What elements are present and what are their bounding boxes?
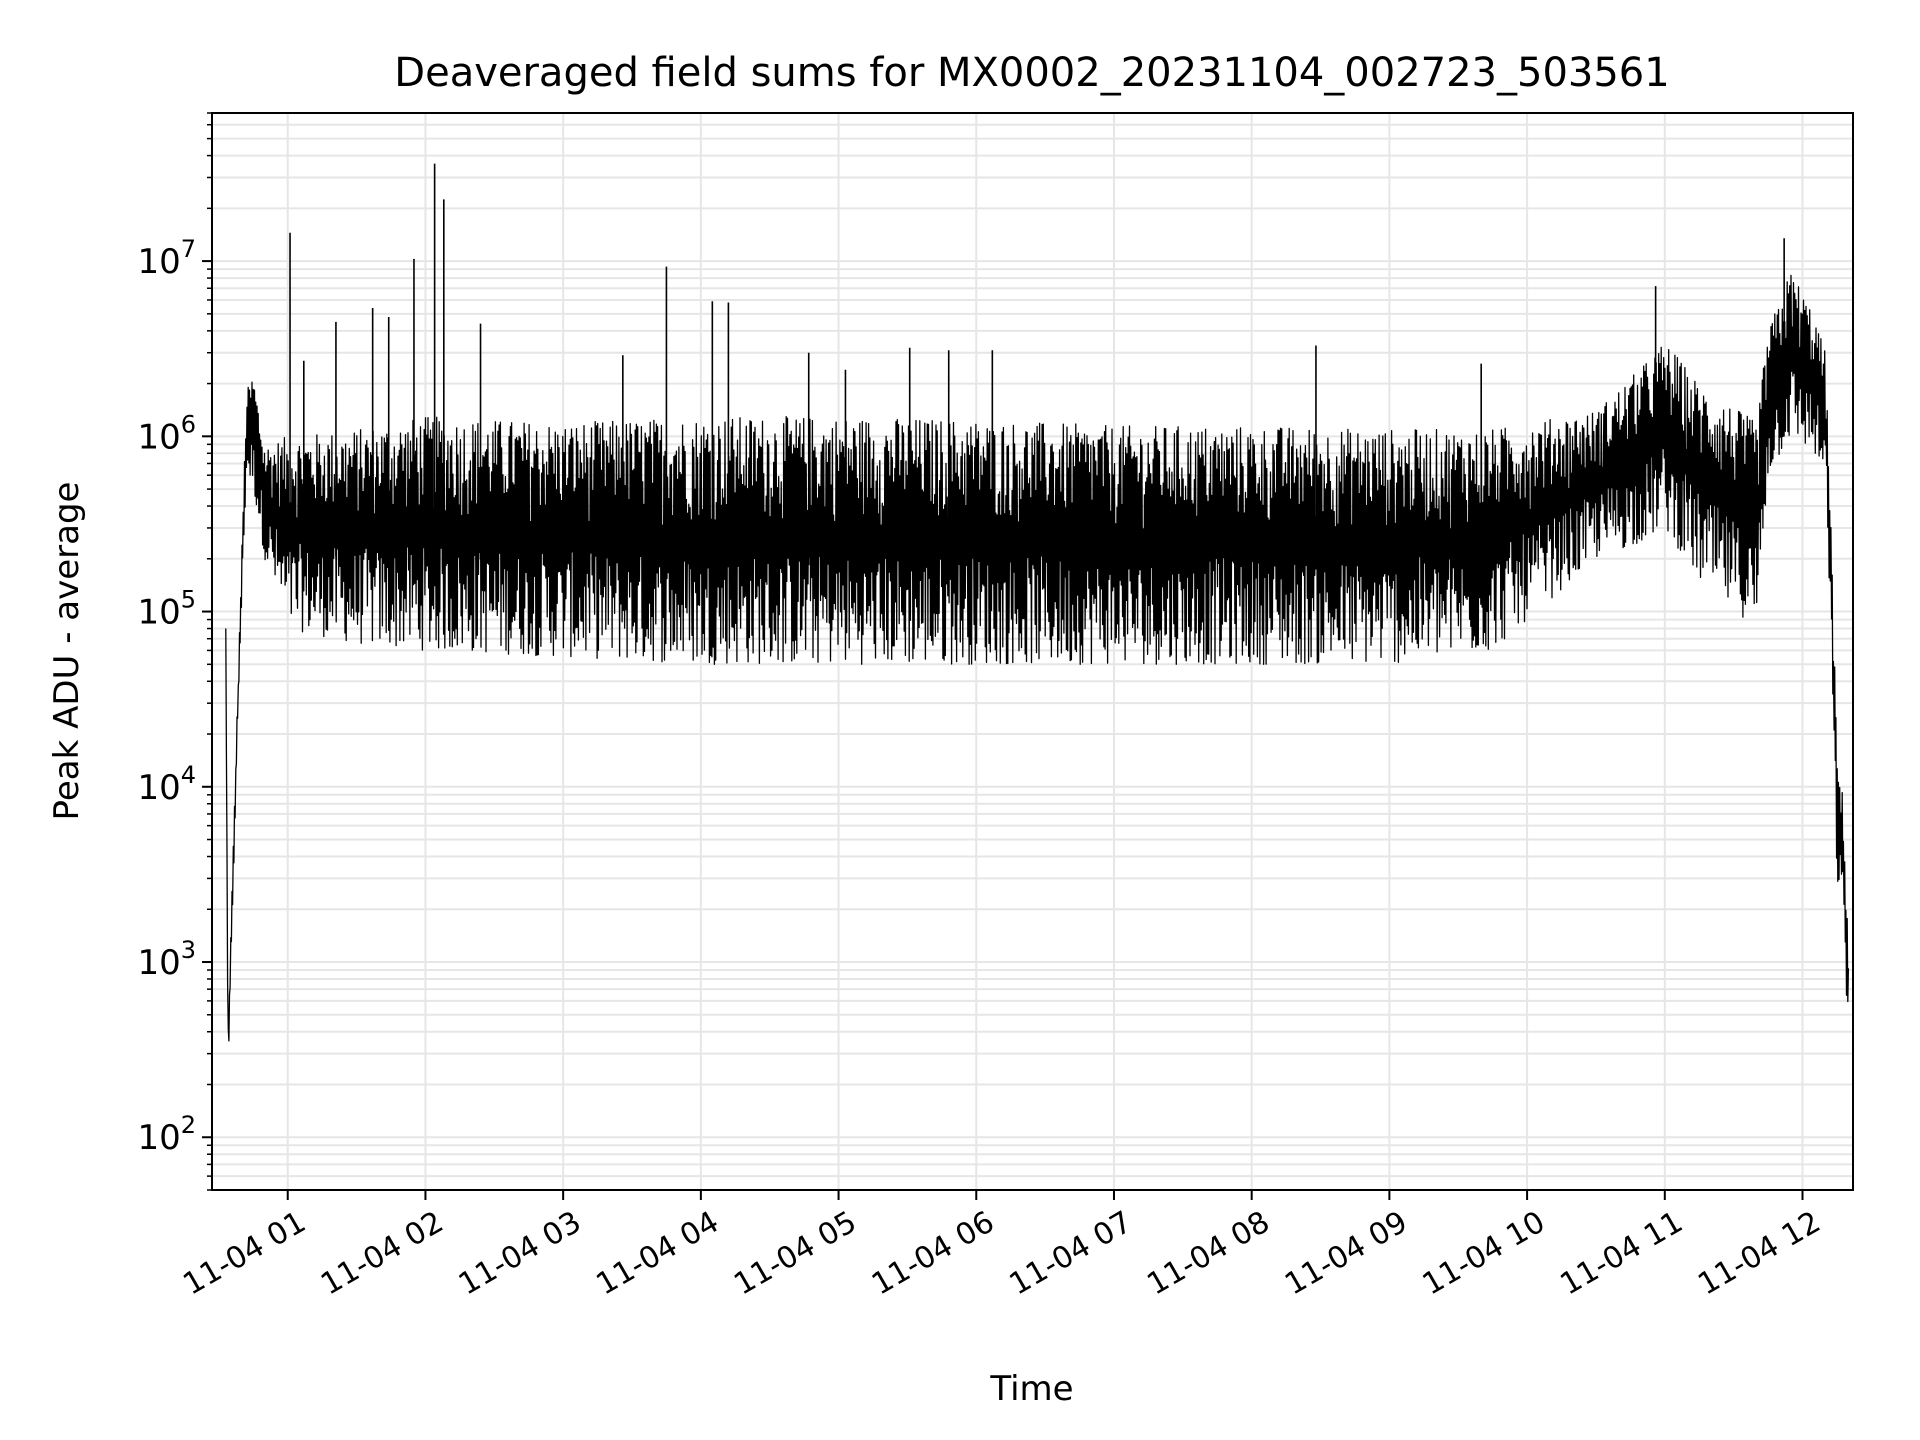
y-tick-label: 102 xyxy=(137,1111,196,1158)
y-tick-base: 10 xyxy=(137,768,180,808)
y-tick-base: 10 xyxy=(137,1118,180,1158)
y-tick-label: 106 xyxy=(137,410,196,457)
data-layer xyxy=(225,163,1850,1042)
y-tick-base: 10 xyxy=(137,417,180,457)
y-tick-base: 10 xyxy=(137,943,180,983)
y-tick-exponent: 6 xyxy=(181,410,196,438)
series-line xyxy=(225,274,1850,1042)
y-tick-exponent: 3 xyxy=(181,936,196,964)
y-tick-label: 107 xyxy=(137,235,196,282)
y-tick-label: 105 xyxy=(137,586,196,633)
plot-frame xyxy=(211,112,1854,1191)
y-tick-label: 103 xyxy=(137,936,196,983)
y-tick-label: 104 xyxy=(137,761,196,808)
y-tick-exponent: 2 xyxy=(181,1111,196,1139)
y-axis-label: Peak ADU - average xyxy=(47,482,87,821)
chart-title: Deaveraged field sums for MX0002_2023110… xyxy=(394,50,1669,96)
y-tick-base: 10 xyxy=(137,242,180,282)
y-tick-base: 10 xyxy=(137,593,180,633)
y-tick-exponent: 7 xyxy=(181,235,196,263)
x-axis-label: Time xyxy=(989,1369,1073,1409)
grid xyxy=(212,112,1853,1191)
y-tick-exponent: 5 xyxy=(181,586,196,614)
y-tick-exponent: 4 xyxy=(181,761,196,789)
